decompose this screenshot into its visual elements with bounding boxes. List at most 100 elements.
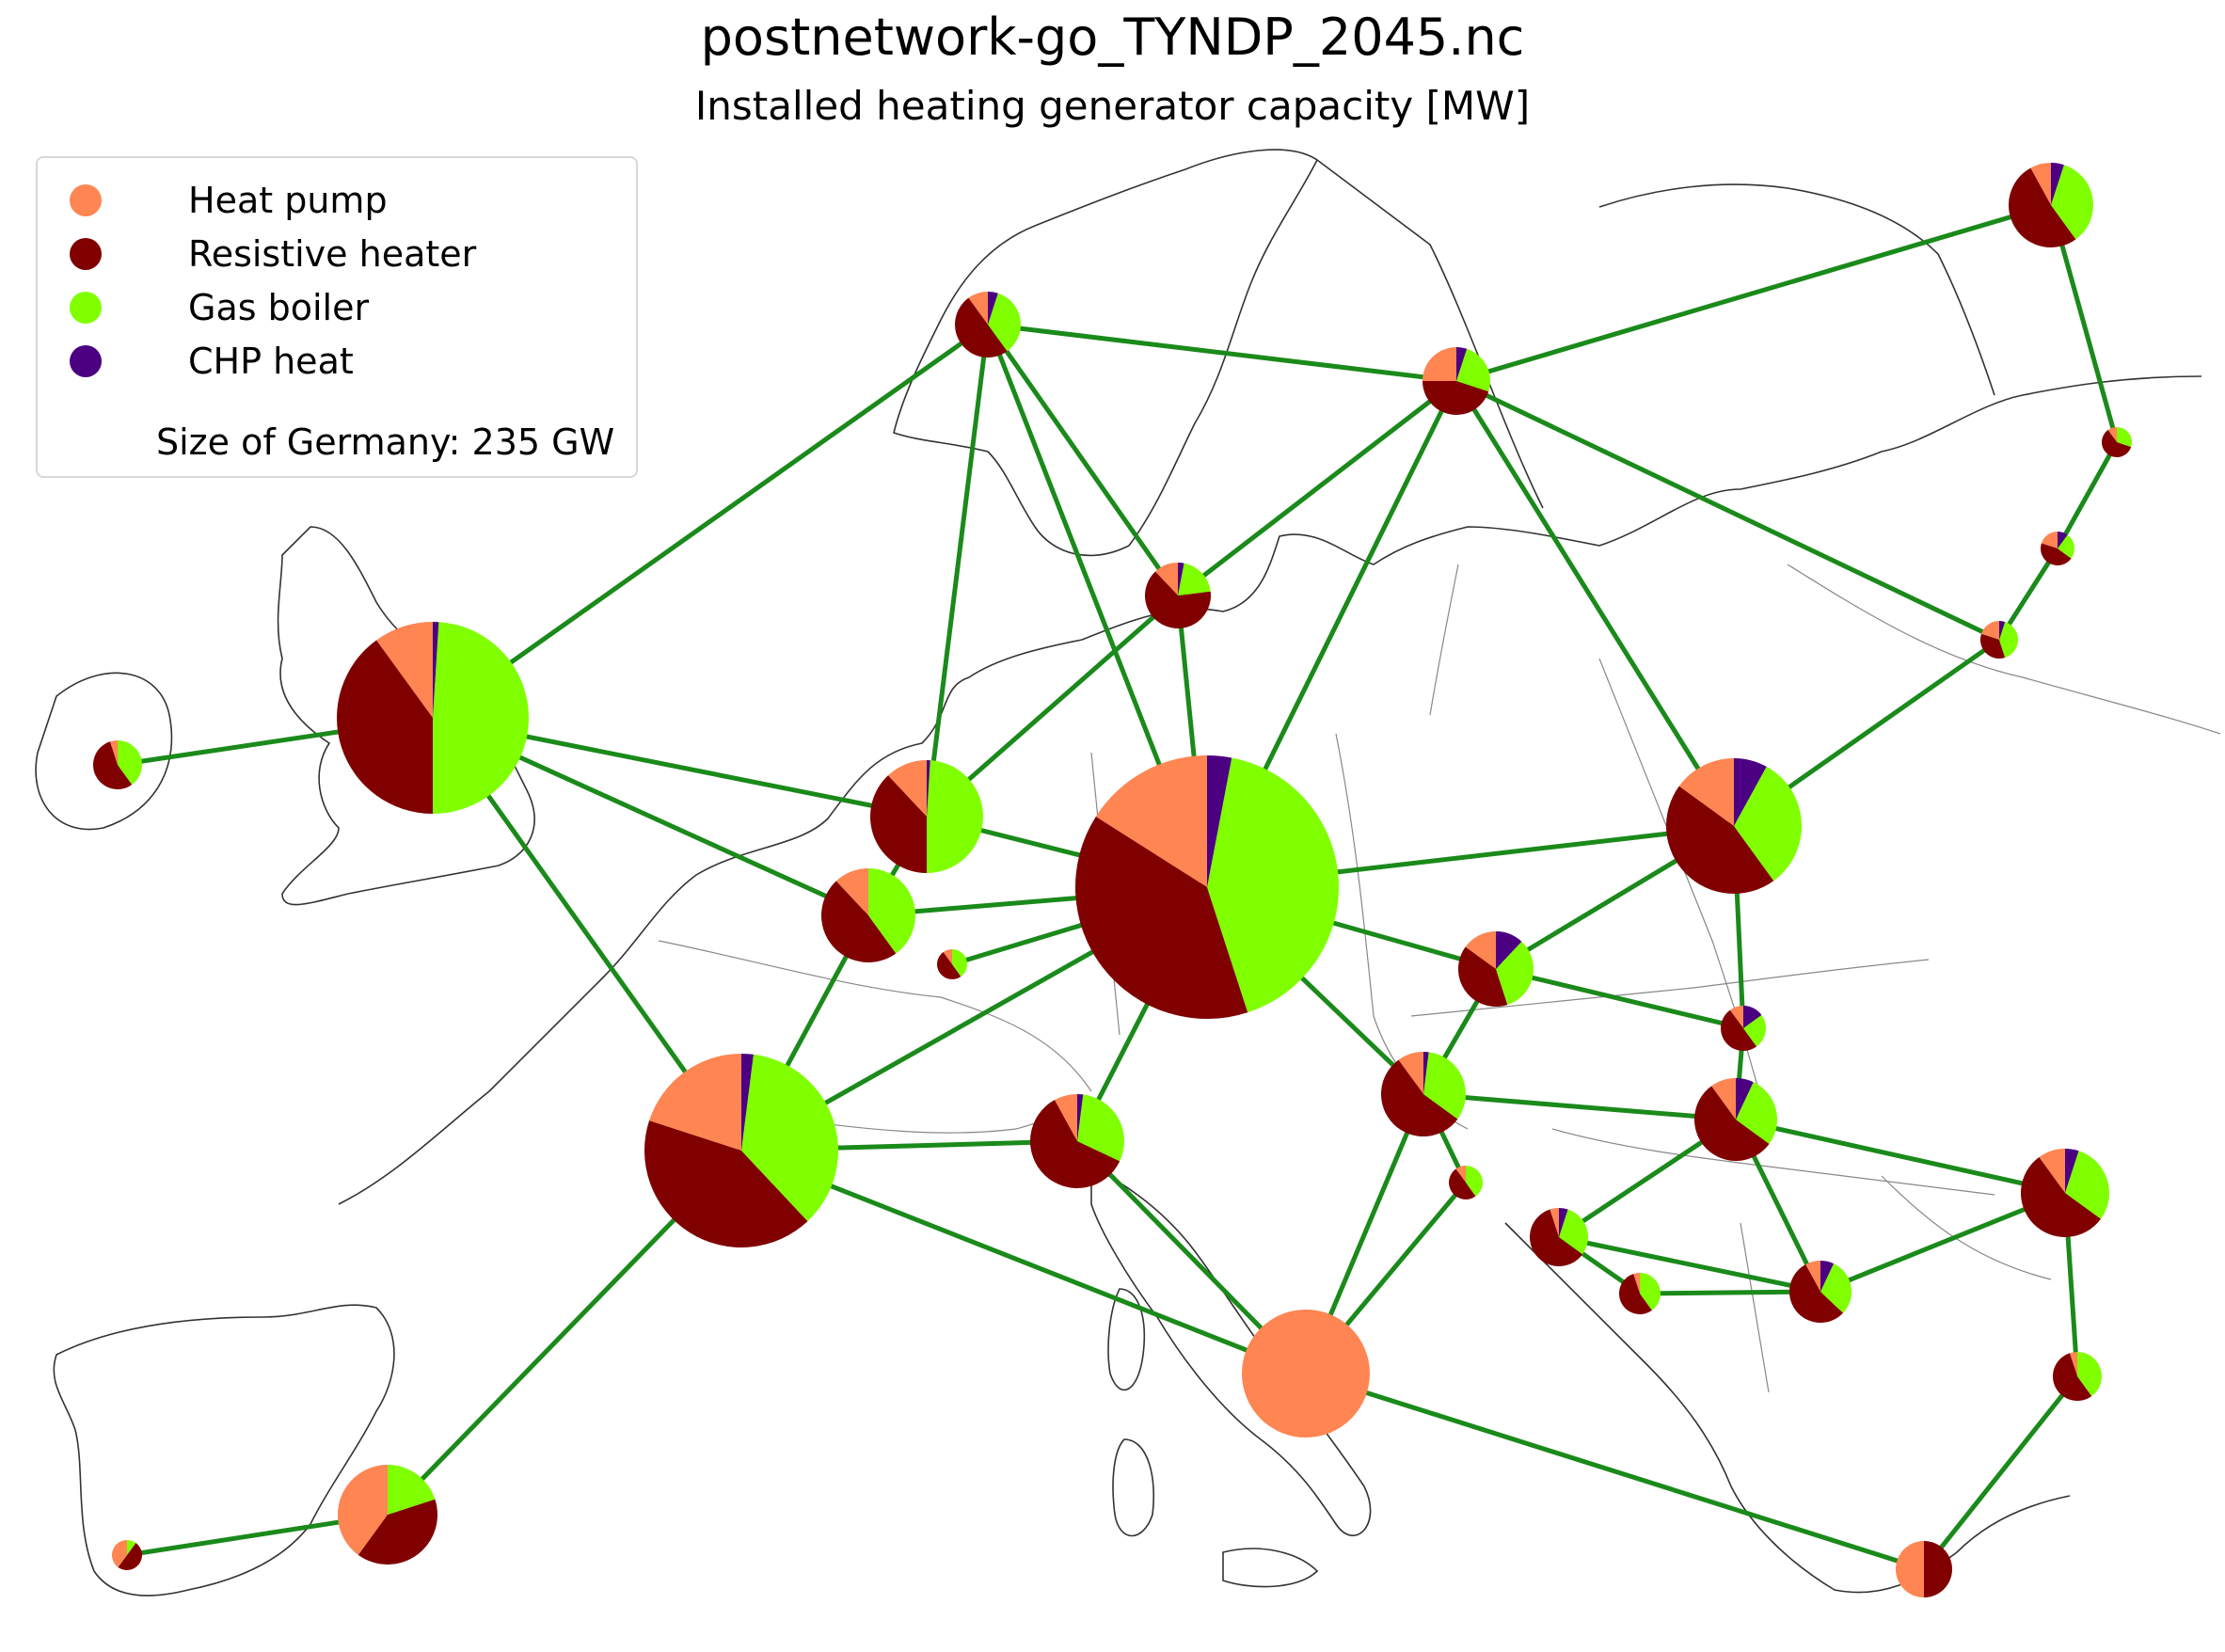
- pie-slice-hr-chp-heat: [1559, 1208, 1568, 1237]
- network-nodes: [92, 162, 2132, 1597]
- pie-slice-hu-gas-boiler: [1736, 1082, 1777, 1144]
- pie-slice-nl-heat-pump: [887, 760, 927, 817]
- pie-slice-fi-heat-pump: [2030, 162, 2051, 205]
- pie-slice-bg-gas-boiler: [2077, 1352, 2103, 1397]
- pie-slice-es-resistive-heater: [358, 1499, 438, 1565]
- legend-swatch-chp-heat: [70, 345, 102, 377]
- pie-slice-ee-resistive-heater: [2102, 430, 2132, 458]
- pie-slice-de-heat-pump: [1095, 755, 1207, 887]
- pie-slice-ch-chp-heat: [1077, 1094, 1084, 1141]
- pie-slice-ba-gas-boiler: [1640, 1273, 1661, 1310]
- pie-slice-fr-heat-pump: [649, 1054, 741, 1151]
- pie-slice-fi-resistive-heater: [2009, 167, 2076, 247]
- link-bg-gr: [1922, 1374, 2079, 1571]
- pie-slice-be-resistive-heater: [821, 881, 897, 963]
- pie-slice-ba-heat-pump: [1633, 1273, 1640, 1294]
- pie-slice-lt-gas-boiler: [1999, 621, 2018, 659]
- node-pie-de: [1075, 755, 1339, 1019]
- legend-label-resistive-heater: Resistive heater: [188, 233, 477, 275]
- pie-slice-ee-heat-pump: [2107, 427, 2117, 442]
- link-fr-it: [740, 1148, 1307, 1376]
- pie-slice-cz-heat-pump: [1465, 931, 1496, 969]
- pie-slice-sk-chp-heat: [1743, 1006, 1762, 1028]
- link-no-nl: [924, 324, 991, 818]
- pie-slice-lv-chp-heat: [2058, 532, 2068, 548]
- node-pie-dk: [1144, 563, 1211, 628]
- pie-slice-fr-chp-heat: [741, 1054, 754, 1151]
- link-no-se: [987, 322, 1457, 384]
- node-pie-be: [821, 868, 915, 963]
- node-pie-hr: [1530, 1208, 1588, 1266]
- node-pie-lt: [1980, 621, 2018, 659]
- pie-slice-dk-resistive-heater: [1144, 571, 1211, 628]
- pie-slice-lv-resistive-heater: [2041, 543, 2072, 565]
- pie-slice-nl-resistive-heater: [870, 775, 927, 873]
- pie-slice-si-heat-pump: [1455, 1166, 1466, 1183]
- pie-slice-bg-heat-pump: [2069, 1352, 2077, 1376]
- pie-slice-ro-heat-pump: [2039, 1149, 2065, 1193]
- pie-slice-de-chp-heat: [1207, 755, 1232, 887]
- pie-slice-be-heat-pump: [835, 868, 868, 915]
- pie-slice-gb-chp-heat: [433, 622, 439, 718]
- legend: Heat pump Resistive heater Gas boiler CHP h…: [36, 156, 638, 478]
- link-hr-rs: [1558, 1234, 1821, 1295]
- node-pie-ba: [1619, 1273, 1661, 1315]
- pie-slice-lu-heat-pump: [943, 949, 952, 964]
- pie-slice-pl-resistive-heater: [1666, 786, 1774, 894]
- pie-slice-de-gas-boiler: [1207, 757, 1339, 1013]
- pie-slice-fi-chp-heat: [2051, 163, 2064, 205]
- node-pie-ch: [1030, 1094, 1124, 1189]
- pie-slice-ee-gas-boiler: [2117, 427, 2132, 447]
- node-pie-hu: [1693, 1078, 1777, 1161]
- pie-slice-gb-heat-pump: [376, 622, 433, 718]
- legend-swatch-resistive-heater: [70, 238, 102, 270]
- pie-slice-no-resistive-heater: [955, 297, 1008, 357]
- pie-slice-rs-gas-boiler: [1820, 1263, 1852, 1313]
- pie-slice-cz-resistive-heater: [1457, 946, 1508, 1007]
- pie-slice-fi-gas-boiler: [2051, 165, 2093, 240]
- pie-slice-fr-resistive-heater: [644, 1120, 808, 1247]
- node-pie-ro: [2020, 1149, 2109, 1238]
- node-pie-sk: [1721, 1006, 1766, 1051]
- pie-slice-pl-chp-heat: [1734, 758, 1767, 826]
- node-pie-ie: [92, 740, 142, 790]
- node-pie-ee: [2102, 427, 2132, 458]
- pie-slice-ch-heat-pump: [1054, 1094, 1077, 1141]
- pie-slice-sk-heat-pump: [1729, 1006, 1743, 1028]
- pie-slice-it-heat-pump: [1242, 1310, 1370, 1438]
- pie-slice-lv-heat-pump: [2041, 532, 2058, 548]
- pie-slice-rs-chp-heat: [1820, 1261, 1835, 1292]
- pie-slice-lv-gas-boiler: [2058, 534, 2074, 559]
- pie-slice-sk-resistive-heater: [1721, 1009, 1757, 1051]
- pie-slice-es-heat-pump: [337, 1465, 388, 1555]
- pie-slice-ch-gas-boiler: [1077, 1094, 1124, 1162]
- node-pie-nl: [870, 760, 983, 873]
- pie-slice-si-gas-boiler: [1466, 1166, 1483, 1197]
- pie-slice-pl-heat-pump: [1678, 758, 1734, 826]
- link-se-dk: [1176, 379, 1458, 597]
- node-pie-rs: [1788, 1261, 1852, 1324]
- node-pie-gb: [337, 622, 529, 814]
- link-cz-sk: [1495, 966, 1744, 1031]
- link-ee-lv: [2055, 440, 2120, 550]
- node-pie-si: [1449, 1166, 1483, 1199]
- link-hu-ro: [1735, 1117, 2066, 1196]
- pie-slice-fr-gas-boiler: [741, 1054, 838, 1222]
- pie-slice-lt-chp-heat: [1999, 621, 2006, 640]
- pie-slice-gb-gas-boiler: [433, 622, 529, 814]
- legend-item-resistive-heater: Resistive heater: [70, 230, 476, 278]
- link-at-hu: [1422, 1091, 1737, 1122]
- node-pie-es: [337, 1465, 438, 1565]
- node-pie-pt: [112, 1540, 142, 1570]
- pie-slice-pt-heat-pump: [112, 1540, 127, 1567]
- pie-slice-at-resistive-heater: [1381, 1059, 1458, 1137]
- node-pie-se: [1422, 347, 1490, 416]
- node-pie-gr: [1896, 1541, 1952, 1597]
- pie-slice-pt-gas-boiler: [127, 1540, 136, 1555]
- pie-slice-lt-resistive-heater: [1980, 633, 2006, 659]
- pie-slice-hr-heat-pump: [1550, 1208, 1559, 1237]
- pie-slice-gr-resistive-heater: [1924, 1541, 1952, 1597]
- pie-slice-de-resistive-heater: [1075, 816, 1248, 1019]
- pie-slice-pt-resistive-heater: [118, 1543, 142, 1570]
